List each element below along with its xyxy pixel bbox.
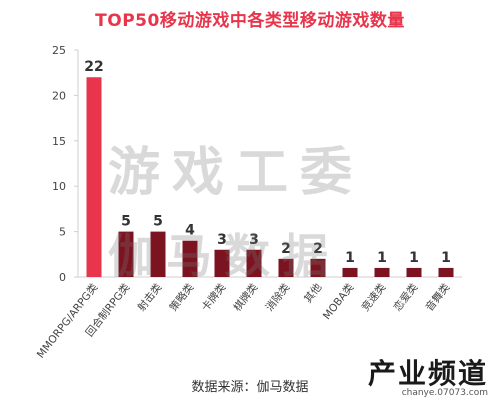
x-category-label: 其他 <box>301 280 324 305</box>
bar-value-label: 1 <box>345 250 355 266</box>
bar-value-label: 3 <box>217 232 227 248</box>
bar <box>438 267 454 277</box>
bar <box>182 240 198 277</box>
y-tick-label: 15 <box>52 135 66 148</box>
x-category-label: 消除类 <box>263 280 293 313</box>
x-category-label: MOBA类 <box>320 280 357 322</box>
chart-title: TOP50移动游戏中各类型移动游戏数量 <box>95 11 405 31</box>
bar <box>374 267 390 277</box>
bar <box>214 249 230 277</box>
bar-value-label: 22 <box>84 59 103 75</box>
logo-url-text: chanye.07073.com <box>401 388 488 398</box>
bar <box>118 231 134 277</box>
x-category-label: 棋牌类 <box>231 280 261 313</box>
bar-value-label: 1 <box>441 250 451 266</box>
x-category-label: 射击类 <box>135 280 165 313</box>
x-category-label: 竞速类 <box>359 280 389 313</box>
x-category-label: 卡牌类 <box>199 280 229 313</box>
x-category-label: 恋爱类 <box>391 280 421 313</box>
bar <box>86 77 102 278</box>
bar-value-label: 5 <box>121 214 131 230</box>
bar <box>246 249 262 277</box>
logo-main-text: 产业频道 <box>367 357 488 390</box>
x-category-label: MMORPG/ARPG类 <box>34 280 101 360</box>
bar <box>150 231 166 277</box>
x-category-label: 策略类 <box>167 280 197 313</box>
y-tick-label: 0 <box>59 271 66 284</box>
bar-value-label: 4 <box>185 223 195 239</box>
bar <box>278 258 294 277</box>
y-tick-label: 5 <box>59 226 66 239</box>
bar-value-label: 1 <box>409 250 419 266</box>
bar-value-label: 5 <box>153 214 163 230</box>
bar-value-label: 3 <box>249 232 259 248</box>
bar <box>342 267 358 277</box>
bar-value-label: 2 <box>313 241 323 257</box>
y-tick-label: 20 <box>52 89 66 102</box>
bar <box>406 267 422 277</box>
y-tick-label: 10 <box>52 180 66 193</box>
site-logo: 产业频道 chanye.07073.com <box>344 352 494 398</box>
y-tick-label: 25 <box>52 44 66 57</box>
bar <box>310 258 326 277</box>
x-category-label: 音舞类 <box>423 280 453 313</box>
bar-value-label: 2 <box>281 241 291 257</box>
source-caption: 数据来源：伽马数据 <box>191 380 309 395</box>
bar-value-label: 1 <box>377 250 387 266</box>
